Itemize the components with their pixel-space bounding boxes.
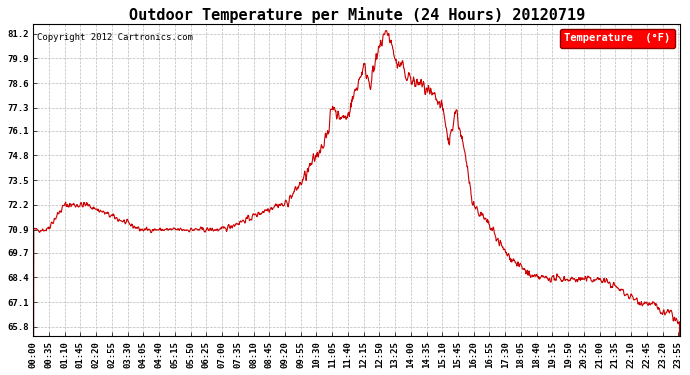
Temperature  (°F)	[458, 134, 466, 139]
Temperature  (°F)	[600, 277, 608, 282]
Legend: Temperature  (°F): Temperature (°F)	[560, 29, 675, 48]
Temperature  (°F)	[246, 218, 254, 223]
Text: Copyright 2012 Cartronics.com: Copyright 2012 Cartronics.com	[37, 33, 193, 42]
Line: Temperature  (°F): Temperature (°F)	[33, 30, 680, 375]
Temperature  (°F)	[173, 227, 181, 232]
Temperature  (°F)	[542, 274, 551, 279]
Temperature  (°F)	[157, 228, 166, 232]
Temperature  (°F)	[382, 28, 391, 33]
Title: Outdoor Temperature per Minute (24 Hours) 20120719: Outdoor Temperature per Minute (24 Hours…	[128, 7, 585, 23]
